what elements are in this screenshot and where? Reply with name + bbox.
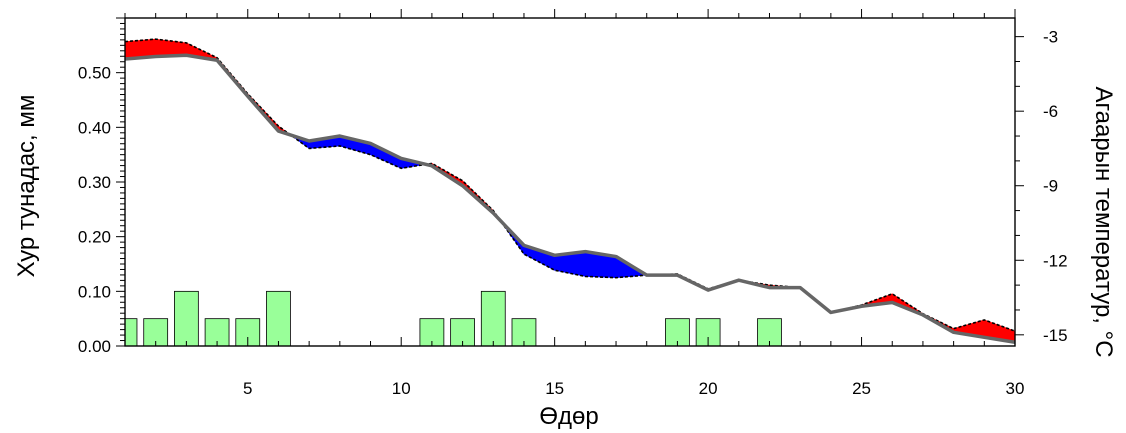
x-tick-label: 5 bbox=[243, 379, 252, 398]
y2-tick-label: -9 bbox=[1043, 177, 1058, 196]
y-tick-label: 0.30 bbox=[78, 173, 111, 192]
precip-bar-day-13 bbox=[480, 290, 506, 347]
y2-tick-label: -15 bbox=[1043, 326, 1068, 345]
x-axis-title: Өдөр bbox=[539, 403, 598, 430]
temperature-lines bbox=[124, 38, 1016, 345]
x-tick-label: 30 bbox=[1006, 379, 1025, 398]
series-line-dashed bbox=[124, 38, 1016, 332]
plot-frame bbox=[124, 17, 1016, 347]
precip-bar-day-6 bbox=[266, 290, 291, 347]
y-tick-label: 0.20 bbox=[78, 228, 111, 247]
x-tick-label: 25 bbox=[852, 379, 871, 398]
precip-bar-day-1 bbox=[124, 318, 138, 347]
series-line-solid bbox=[124, 53, 1016, 345]
y2-tick-label: -12 bbox=[1043, 251, 1068, 270]
y-axis-title: Хур тунадас, мм bbox=[13, 95, 40, 278]
precipitation-bars bbox=[124, 290, 782, 347]
y-tick-label: 0.50 bbox=[78, 64, 111, 83]
precip-bar-day-3 bbox=[174, 290, 199, 347]
x-tick-label: 20 bbox=[699, 379, 718, 398]
x-tick-label: 15 bbox=[545, 379, 564, 398]
y-tick-label: 0.40 bbox=[78, 118, 111, 137]
x-tick-label: 10 bbox=[392, 379, 411, 398]
y2-tick-label: -6 bbox=[1043, 102, 1058, 121]
axes: 5 10 15 20 25 30 0.00 0.10 0.20 0.30 0.40 0.50 -3 -6 -… bbox=[78, 9, 1068, 398]
y-tick-label: 0.00 bbox=[78, 337, 111, 356]
temperature-difference-fill bbox=[124, 38, 1016, 343]
y2-tick-label: -3 bbox=[1043, 28, 1058, 47]
y2-axis-title: Агаарын температур, °C bbox=[1090, 86, 1117, 357]
y-tick-label: 0.10 bbox=[78, 282, 111, 301]
